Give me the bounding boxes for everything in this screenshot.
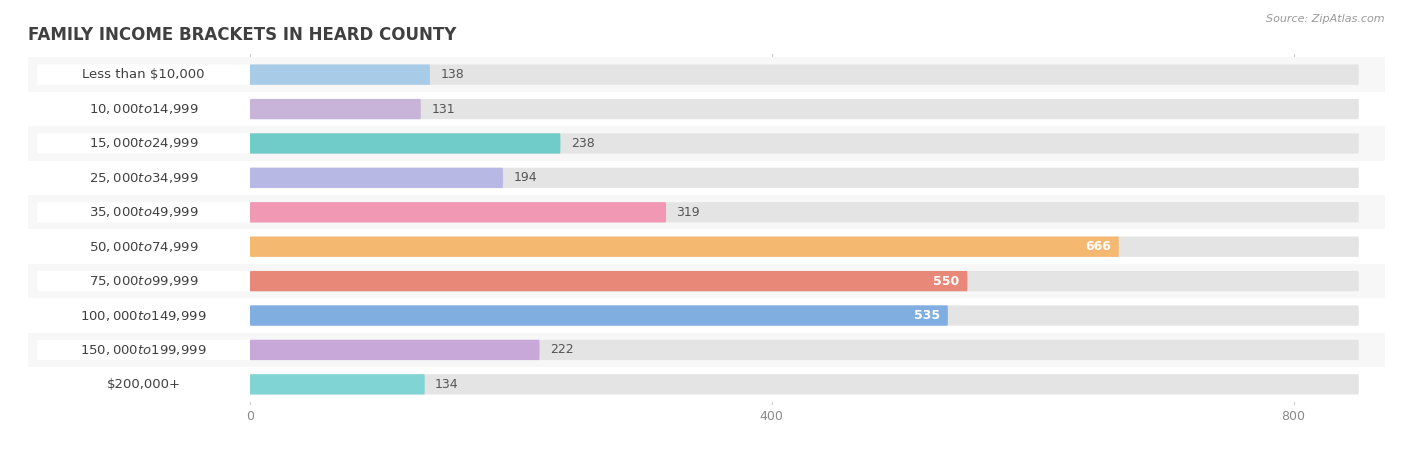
Text: Source: ZipAtlas.com: Source: ZipAtlas.com bbox=[1267, 14, 1385, 23]
FancyBboxPatch shape bbox=[37, 340, 250, 360]
Text: 138: 138 bbox=[440, 68, 464, 81]
FancyBboxPatch shape bbox=[250, 202, 666, 222]
Bar bbox=[28, 367, 1385, 401]
Bar bbox=[28, 92, 1385, 126]
Text: $200,000+: $200,000+ bbox=[107, 378, 180, 391]
FancyBboxPatch shape bbox=[37, 271, 250, 291]
FancyBboxPatch shape bbox=[37, 306, 250, 326]
Bar bbox=[28, 333, 1385, 367]
FancyBboxPatch shape bbox=[250, 237, 1358, 257]
Bar bbox=[28, 195, 1385, 230]
Text: $25,000 to $34,999: $25,000 to $34,999 bbox=[89, 171, 198, 185]
FancyBboxPatch shape bbox=[250, 168, 1358, 188]
Bar bbox=[28, 264, 1385, 298]
Text: FAMILY INCOME BRACKETS IN HEARD COUNTY: FAMILY INCOME BRACKETS IN HEARD COUNTY bbox=[28, 26, 457, 44]
FancyBboxPatch shape bbox=[37, 168, 250, 188]
FancyBboxPatch shape bbox=[250, 306, 948, 326]
FancyBboxPatch shape bbox=[37, 99, 250, 119]
Text: $75,000 to $99,999: $75,000 to $99,999 bbox=[89, 274, 198, 288]
Text: 194: 194 bbox=[513, 171, 537, 184]
FancyBboxPatch shape bbox=[37, 237, 250, 257]
FancyBboxPatch shape bbox=[250, 340, 1358, 360]
FancyBboxPatch shape bbox=[250, 237, 1119, 257]
Text: $35,000 to $49,999: $35,000 to $49,999 bbox=[89, 205, 198, 219]
Text: 535: 535 bbox=[914, 309, 941, 322]
Bar bbox=[28, 58, 1385, 92]
FancyBboxPatch shape bbox=[250, 306, 1358, 326]
Text: $15,000 to $24,999: $15,000 to $24,999 bbox=[89, 136, 198, 150]
FancyBboxPatch shape bbox=[250, 374, 1358, 395]
FancyBboxPatch shape bbox=[250, 133, 561, 153]
FancyBboxPatch shape bbox=[250, 133, 1358, 153]
FancyBboxPatch shape bbox=[250, 340, 540, 360]
Text: $50,000 to $74,999: $50,000 to $74,999 bbox=[89, 240, 198, 254]
Bar bbox=[28, 161, 1385, 195]
Text: $100,000 to $149,999: $100,000 to $149,999 bbox=[80, 309, 207, 323]
Text: 238: 238 bbox=[571, 137, 595, 150]
Text: $150,000 to $199,999: $150,000 to $199,999 bbox=[80, 343, 207, 357]
FancyBboxPatch shape bbox=[250, 168, 503, 188]
Text: 131: 131 bbox=[432, 103, 456, 116]
FancyBboxPatch shape bbox=[250, 99, 420, 119]
FancyBboxPatch shape bbox=[250, 64, 430, 85]
Bar bbox=[28, 126, 1385, 161]
FancyBboxPatch shape bbox=[250, 374, 425, 395]
FancyBboxPatch shape bbox=[37, 374, 250, 395]
FancyBboxPatch shape bbox=[250, 271, 1358, 291]
Bar bbox=[28, 298, 1385, 333]
FancyBboxPatch shape bbox=[250, 99, 1358, 119]
Bar bbox=[28, 230, 1385, 264]
Text: 134: 134 bbox=[436, 378, 458, 391]
FancyBboxPatch shape bbox=[37, 133, 250, 153]
Text: 666: 666 bbox=[1085, 240, 1111, 253]
Text: 319: 319 bbox=[676, 206, 700, 219]
FancyBboxPatch shape bbox=[37, 64, 250, 85]
FancyBboxPatch shape bbox=[37, 202, 250, 222]
FancyBboxPatch shape bbox=[250, 271, 967, 291]
FancyBboxPatch shape bbox=[250, 202, 1358, 222]
Text: 222: 222 bbox=[550, 343, 574, 356]
FancyBboxPatch shape bbox=[250, 64, 1358, 85]
Text: $10,000 to $14,999: $10,000 to $14,999 bbox=[89, 102, 198, 116]
Text: 550: 550 bbox=[934, 274, 960, 288]
Text: Less than $10,000: Less than $10,000 bbox=[83, 68, 205, 81]
